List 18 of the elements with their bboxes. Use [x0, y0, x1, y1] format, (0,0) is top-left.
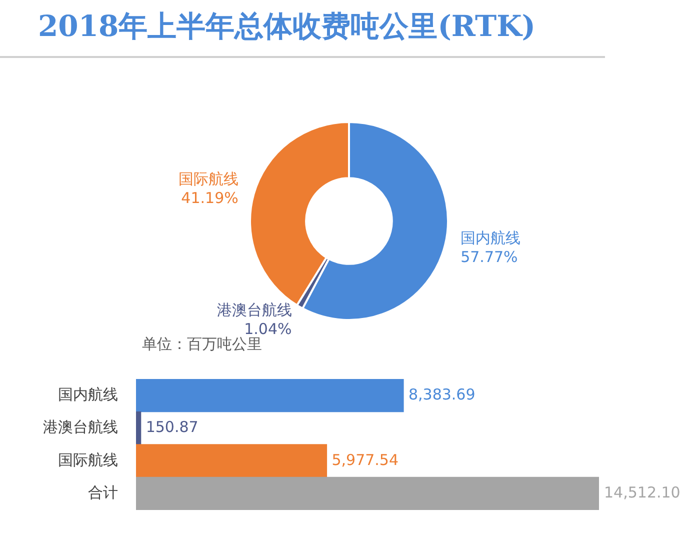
- y-tick-label: 合计: [88, 484, 118, 502]
- chart-title: 2018年上半年总体收费吨公里(RTK): [38, 8, 536, 45]
- data-label: 57.77%: [460, 248, 518, 266]
- data-label: 14,512.10: [604, 484, 680, 502]
- slice-label: 国内航线: [460, 229, 521, 248]
- y-tick-label: 港澳台航线: [43, 418, 118, 436]
- bar: [136, 411, 142, 445]
- bar: [136, 444, 328, 478]
- data-label: 150.87: [146, 418, 198, 436]
- bar: [136, 379, 404, 412]
- bar: [136, 476, 599, 510]
- data-label: 41.19%: [181, 188, 238, 207]
- y-tick-label: 国内航线: [58, 385, 118, 404]
- slice-label: 港澳台航线: [216, 301, 292, 320]
- slice-label: 国际航线: [178, 170, 238, 188]
- data-label: 5,977.54: [332, 450, 399, 469]
- data-label: 8,383.69: [408, 385, 476, 404]
- y-tick-label: 国际航线: [58, 450, 118, 469]
